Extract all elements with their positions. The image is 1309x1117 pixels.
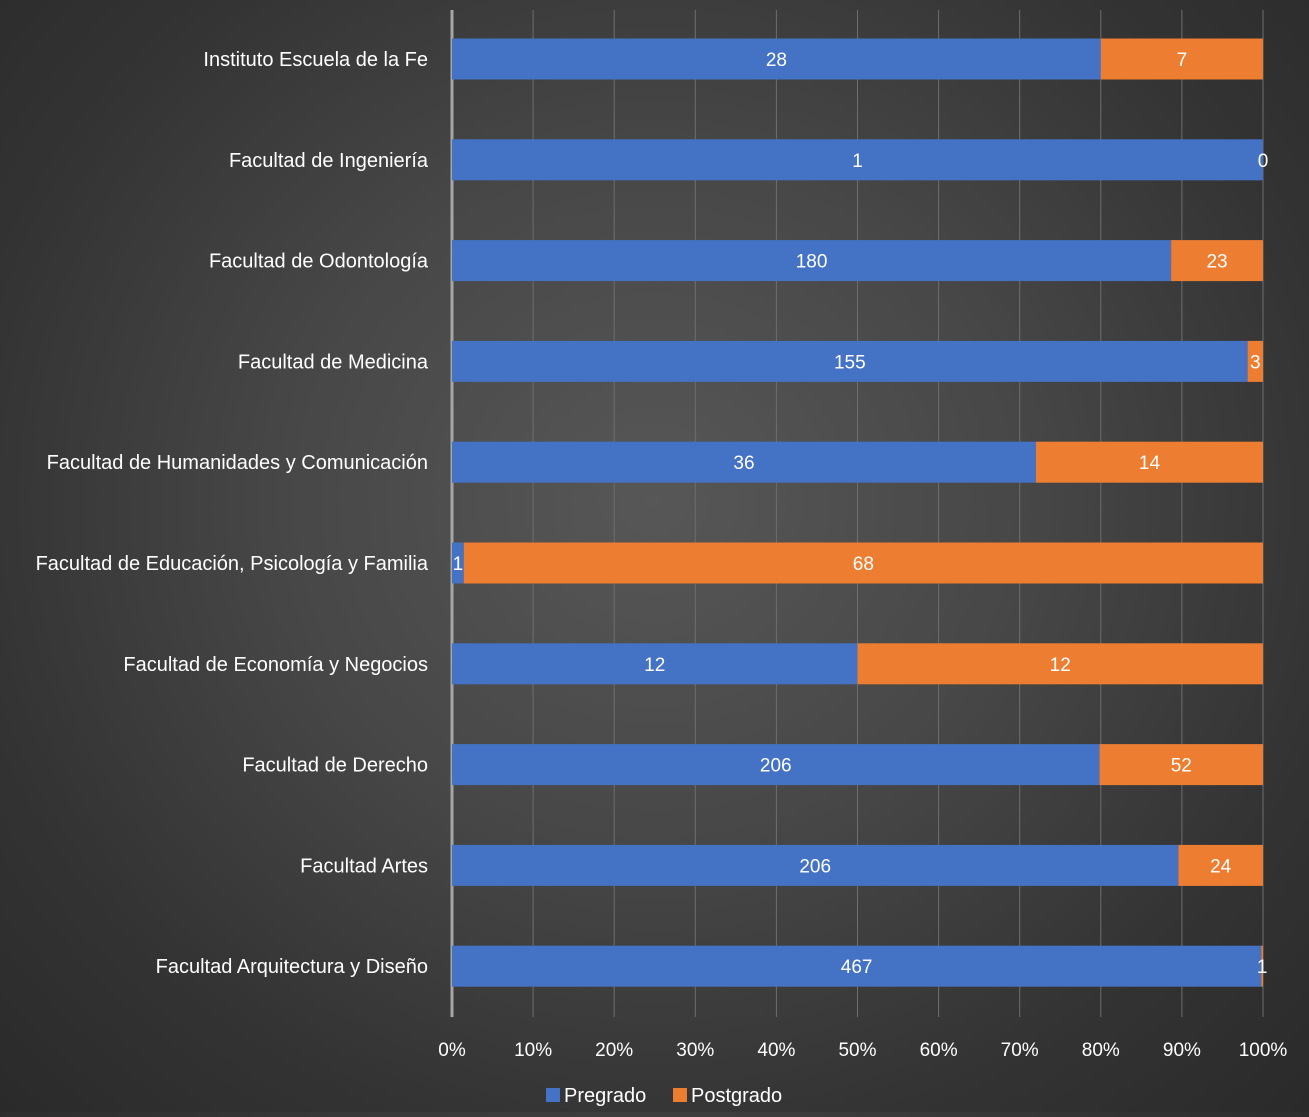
category-label: Facultad de Odontología	[209, 251, 429, 273]
bar-postgrado	[1247, 340, 1263, 382]
category-labels: Instituto Escuela de la Fe Facultad de In…	[36, 49, 429, 978]
bar-postgrado	[857, 643, 1263, 685]
bars: 28 7 1 0 180 23 155 3 36 14 1 68 12 12 206 52 206 24 467 1	[452, 38, 1269, 987]
bar-postgrado	[1099, 744, 1263, 786]
data-label-postgrado: 3	[1250, 352, 1261, 373]
bar-pregrado	[452, 240, 1172, 282]
legend-swatch-pregrado	[546, 1088, 560, 1102]
category-label: Facultad de Economía y Negocios	[123, 654, 428, 676]
bar-postgrado	[1178, 844, 1263, 886]
bar-postgrado	[1100, 38, 1263, 80]
data-label-pregrado: 1	[852, 151, 863, 172]
bar-pregrado	[452, 744, 1100, 786]
bar-pregrado	[452, 340, 1248, 382]
bar-pregrado	[452, 945, 1262, 987]
category-label: Facultad de Ingeniería	[229, 150, 429, 172]
data-label-pregrado: 180	[796, 252, 828, 273]
category-label: Facultad de Medicina	[238, 351, 429, 373]
category-label: Facultad de Educación, Psicología y Fami…	[36, 553, 429, 575]
x-tick-label: 60%	[920, 1040, 958, 1061]
x-tick-label: 30%	[676, 1040, 714, 1061]
category-label: Facultad Artes	[300, 855, 428, 877]
x-axis-tick-labels: 0% 10% 20% 30% 40% 50% 60% 70% 80% 90% 100%	[438, 1040, 1287, 1061]
data-label-postgrado: 1	[1257, 957, 1268, 978]
bar-postgrado	[1035, 441, 1263, 483]
legend: Pregrado Postgrado	[546, 1085, 782, 1107]
data-label-postgrado: 0	[1258, 151, 1269, 172]
x-tick-label: 40%	[757, 1040, 795, 1061]
bar-pregrado	[452, 844, 1179, 886]
bar-postgrado	[1171, 240, 1263, 282]
data-label-pregrado: 1	[453, 554, 464, 575]
bar-postgrado	[463, 542, 1263, 584]
x-tick-label: 10%	[514, 1040, 552, 1061]
legend-label-postgrado: Postgrado	[691, 1085, 782, 1107]
bar-pregrado	[452, 38, 1101, 80]
bar-pregrado	[452, 542, 464, 584]
data-label-pregrado: 12	[644, 655, 665, 676]
data-label-postgrado: 14	[1139, 453, 1161, 474]
legend-swatch-postgrado	[673, 1088, 687, 1102]
bar-pregrado	[452, 643, 858, 685]
data-label-postgrado: 68	[853, 554, 874, 575]
x-tick-label: 0%	[438, 1040, 466, 1061]
x-tick-label: 20%	[595, 1040, 633, 1061]
data-label-pregrado: 155	[834, 352, 866, 373]
data-label-pregrado: 206	[760, 756, 792, 777]
data-label-postgrado: 23	[1206, 252, 1227, 273]
data-label-postgrado: 52	[1171, 756, 1192, 777]
category-label: Facultad de Humanidades y Comunicación	[47, 452, 428, 474]
data-label-pregrado: 36	[733, 453, 754, 474]
x-tick-label: 90%	[1163, 1040, 1201, 1061]
data-label-pregrado: 467	[841, 957, 873, 978]
x-tick-label: 70%	[1001, 1040, 1039, 1061]
bar-postgrado	[1261, 945, 1263, 987]
bar-pregrado	[452, 139, 1263, 181]
bar-pregrado	[452, 441, 1036, 483]
data-label-pregrado: 206	[799, 856, 831, 877]
category-label: Facultad de Derecho	[242, 755, 428, 777]
data-label-postgrado: 7	[1177, 50, 1188, 71]
data-label-postgrado: 24	[1210, 856, 1232, 877]
legend-label-pregrado: Pregrado	[564, 1085, 646, 1107]
category-label: Instituto Escuela de la Fe	[203, 49, 428, 71]
data-label-pregrado: 28	[766, 50, 787, 71]
x-tick-label: 50%	[838, 1040, 876, 1061]
category-label: Facultad Arquitectura y Diseño	[156, 956, 428, 978]
x-tick-label: 100%	[1239, 1040, 1288, 1061]
x-tick-label: 80%	[1082, 1040, 1120, 1061]
data-label-postgrado: 12	[1050, 655, 1071, 676]
